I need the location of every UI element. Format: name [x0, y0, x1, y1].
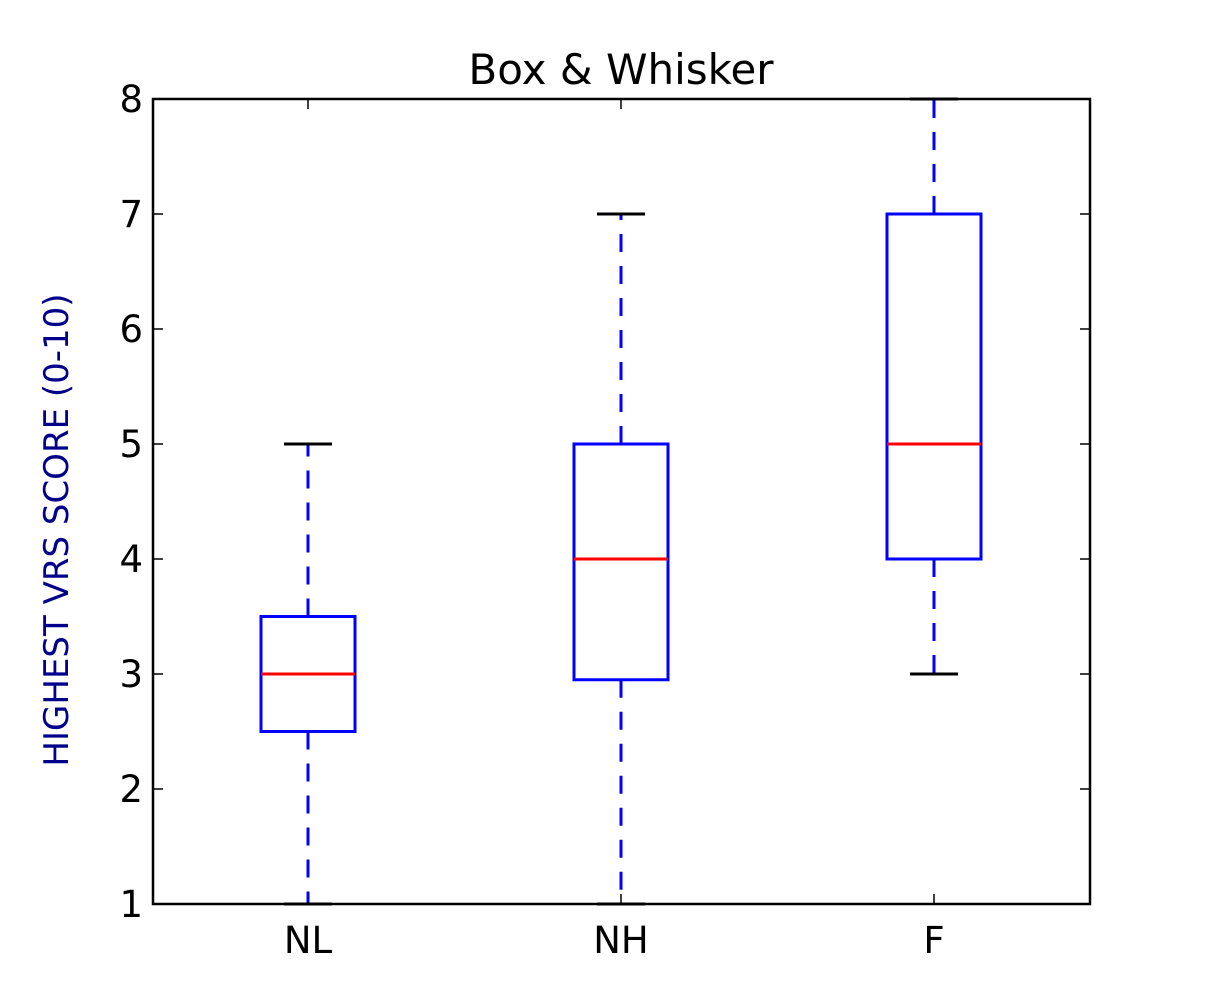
box-nl — [259, 442, 357, 906]
y-tick-label: 8 — [119, 78, 143, 121]
y-tick-label: 4 — [119, 538, 143, 581]
y-tick-label: 2 — [119, 768, 143, 811]
iqr-box — [572, 442, 670, 682]
x-tick-label-nh: NH — [593, 919, 649, 962]
iqr-box — [885, 212, 983, 561]
x-tick-label-f: F — [923, 919, 944, 962]
y-tick-label: 6 — [119, 308, 143, 351]
x-tick-label-nl: NL — [284, 919, 333, 962]
y-tick-label: 5 — [119, 423, 143, 466]
box-f — [885, 97, 983, 676]
x-axis: NL NH F — [284, 99, 945, 962]
y-tick-label: 3 — [119, 653, 143, 696]
y-axis-label: HIGHEST VRS SCORE (0-10) — [37, 293, 77, 766]
y-tick-label: 1 — [119, 883, 143, 926]
box-nh — [572, 212, 670, 906]
boxes — [259, 97, 983, 906]
y-tick-label: 7 — [119, 193, 143, 236]
chart-title: Box & Whisker — [468, 45, 774, 94]
y-axis: 1 2 3 4 5 6 7 8 — [119, 78, 1090, 926]
